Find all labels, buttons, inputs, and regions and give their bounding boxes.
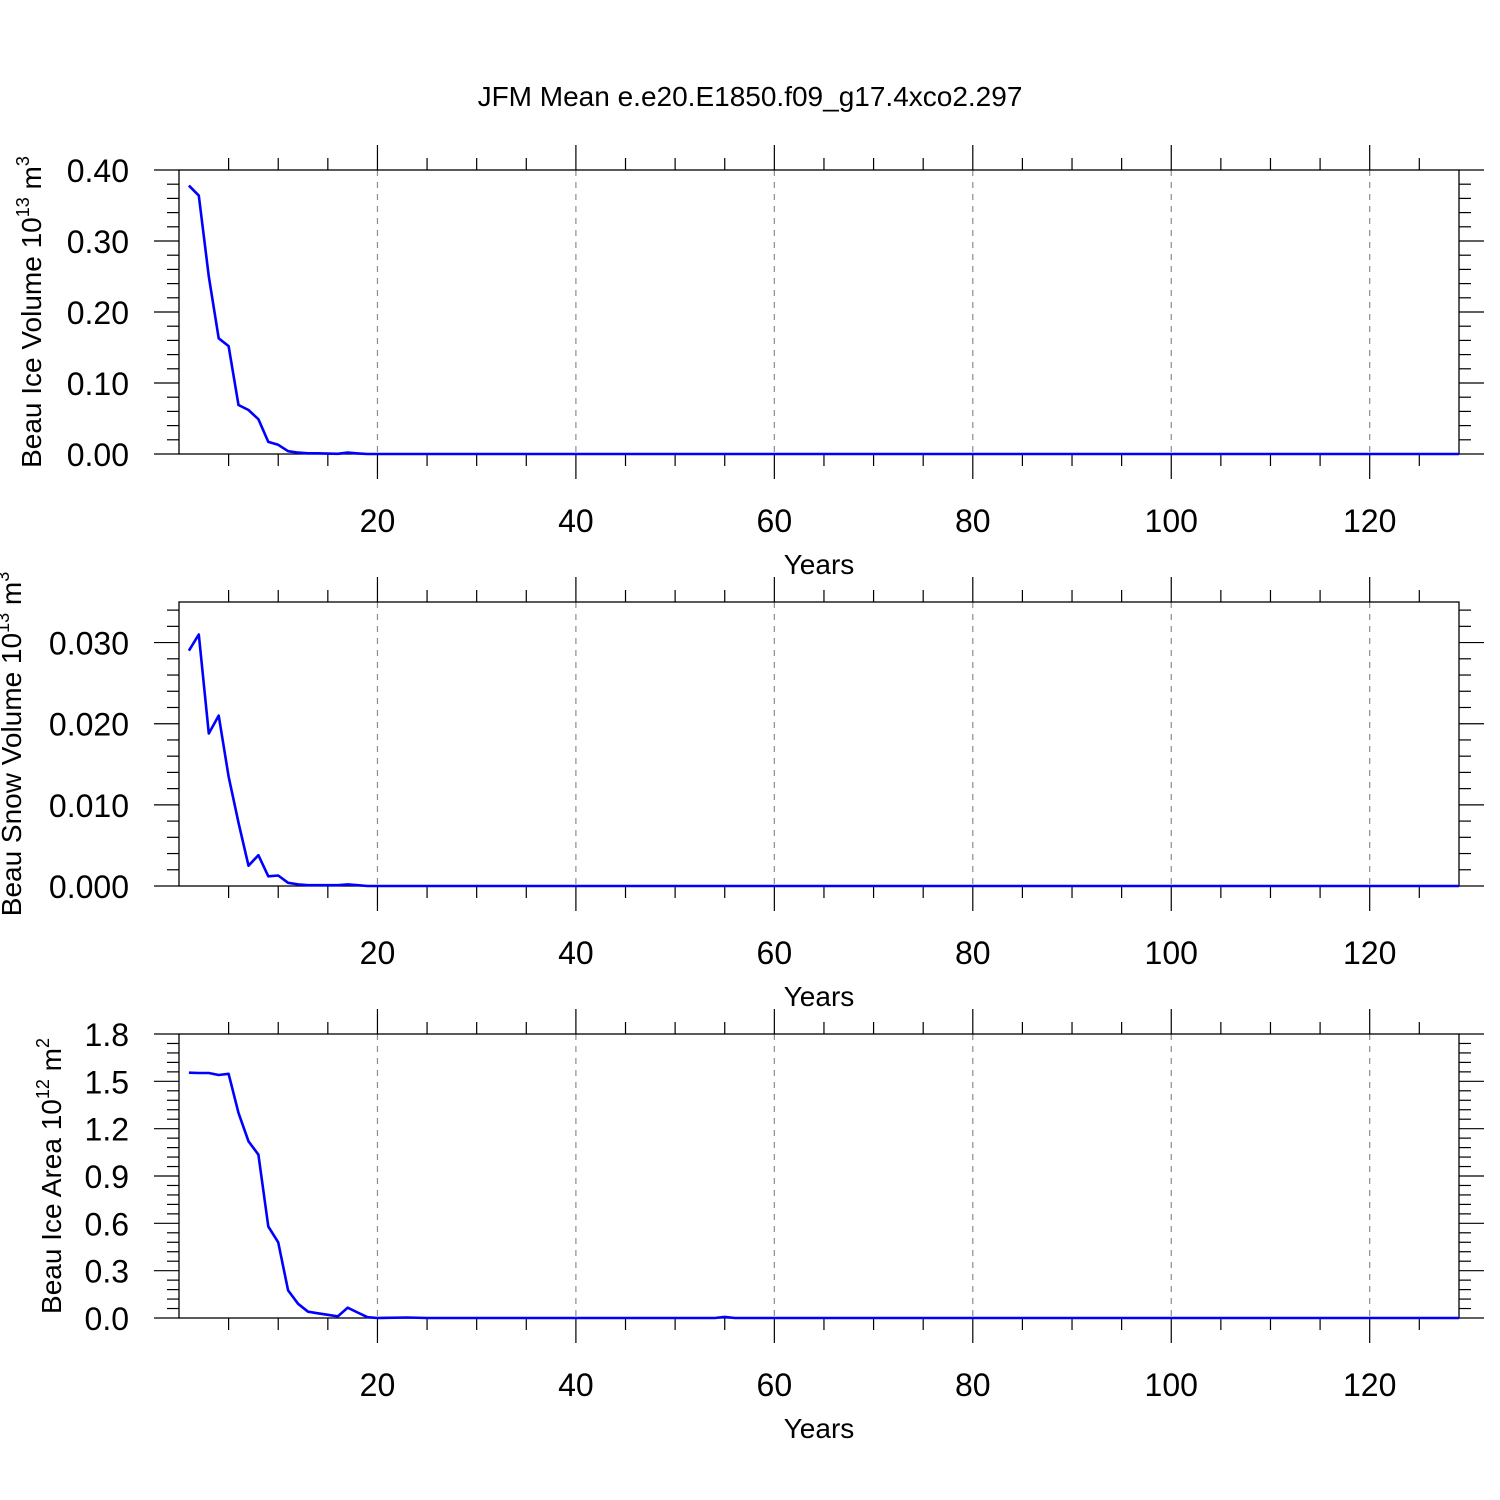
x-tick-label: 40 bbox=[558, 1367, 594, 1403]
y-tick-label: 1.8 bbox=[85, 1017, 129, 1053]
series-line bbox=[188, 1071, 1459, 1320]
x-tick-label: 60 bbox=[757, 935, 793, 971]
y-axis-label-part: 13 bbox=[13, 197, 33, 217]
x-tick-label: 100 bbox=[1145, 935, 1198, 971]
x-tick-label: 40 bbox=[558, 935, 594, 971]
x-axis-label: Years bbox=[784, 1413, 855, 1444]
chart-panel-2: 20 40 60 80 100 120 0.000 0.010 0.020 0.030 Years B… bbox=[0, 572, 1484, 1012]
y-tick-label: 0.010 bbox=[49, 788, 129, 824]
y-tick-label: 1.2 bbox=[85, 1112, 129, 1148]
x-tick-label: 80 bbox=[955, 1367, 991, 1403]
y-axis-label-part: 12 bbox=[33, 1079, 53, 1099]
y-tick-label: 0.9 bbox=[85, 1159, 129, 1195]
y-axis-label-part: Beau Ice Volume 10 bbox=[16, 217, 47, 468]
y-axis-label-part: m bbox=[0, 582, 27, 613]
figure-title: JFM Mean e.e20.E1850.f09_g17.4xco2.297 bbox=[478, 81, 1023, 112]
x-tick-label: 60 bbox=[757, 1367, 793, 1403]
y-tick-label: 1.5 bbox=[85, 1064, 129, 1100]
y-tick-label: 0.030 bbox=[49, 626, 129, 662]
x-tick-label: 120 bbox=[1343, 1367, 1396, 1403]
plot-frame bbox=[178, 1033, 1460, 1319]
chart-panel-3: 20 40 60 80 100 120 0.0 0.3 0.6 0.9 1.2 1.5 1.8 Years… bbox=[33, 1009, 1484, 1444]
y-tick-label: 0.40 bbox=[67, 153, 129, 189]
x-tick-label: 80 bbox=[955, 503, 991, 539]
x-tick-label: 100 bbox=[1145, 503, 1198, 539]
x-tick-label: 120 bbox=[1343, 503, 1396, 539]
y-axis-label-part: 13 bbox=[0, 613, 13, 633]
x-axis-label: Years bbox=[784, 549, 855, 580]
x-tick-label: 20 bbox=[360, 503, 396, 539]
y-tick-label: 0.6 bbox=[85, 1206, 129, 1242]
y-tick-label: 0.20 bbox=[67, 295, 129, 331]
y-axis-label-part: m bbox=[36, 1048, 67, 1079]
y-axis-label-part: m bbox=[16, 166, 47, 197]
y-tick-label: 0.3 bbox=[85, 1254, 129, 1290]
y-tick-label: 0.00 bbox=[67, 437, 129, 473]
x-axis-label: Years bbox=[784, 981, 855, 1012]
y-axis-label-part: 2 bbox=[33, 1038, 53, 1048]
x-tick-label: 100 bbox=[1145, 1367, 1198, 1403]
y-tick-label: 0.000 bbox=[49, 869, 129, 905]
y-axis-label-part: Beau Snow Volume 10 bbox=[0, 633, 27, 916]
x-tick-label: 60 bbox=[757, 503, 793, 539]
series-line bbox=[187, 633, 1459, 888]
y-axis-label: Beau Ice Volume 1013 m3 bbox=[13, 156, 47, 468]
x-tick-label: 20 bbox=[360, 1367, 396, 1403]
series-line bbox=[187, 184, 1459, 456]
y-tick-label: 0.0 bbox=[85, 1301, 129, 1337]
y-axis-label-part: Beau Ice Area 10 bbox=[36, 1099, 67, 1314]
y-axis-label: Beau Snow Volume 1013 m3 bbox=[0, 572, 27, 916]
plot-frame bbox=[178, 601, 1460, 887]
y-tick-label: 0.30 bbox=[67, 224, 129, 260]
chart-panel-1: 20 40 60 80 100 120 0.00 0.10 0.20 0.30 0.40 Years B… bbox=[13, 145, 1484, 580]
y-axis-label-part: 3 bbox=[13, 156, 33, 166]
y-tick-label: 0.020 bbox=[49, 707, 129, 743]
y-axis-label: Beau Ice Area 1012 m2 bbox=[33, 1038, 67, 1314]
x-tick-label: 120 bbox=[1343, 935, 1396, 971]
x-tick-label: 40 bbox=[558, 503, 594, 539]
plot-frame bbox=[178, 169, 1460, 455]
y-axis-label-part: 3 bbox=[0, 572, 13, 582]
x-tick-label: 20 bbox=[360, 935, 396, 971]
y-tick-label: 0.10 bbox=[67, 366, 129, 402]
panels-container: 20 40 60 80 100 120 0.00 0.10 0.20 0.30 0.40 Years B… bbox=[0, 145, 1484, 1444]
x-tick-label: 80 bbox=[955, 935, 991, 971]
